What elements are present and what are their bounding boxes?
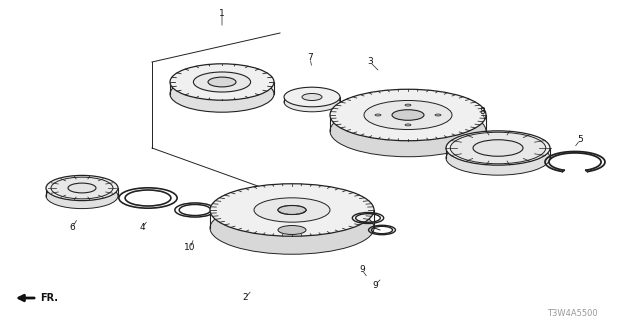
Ellipse shape (278, 226, 306, 235)
Ellipse shape (46, 183, 118, 209)
Text: 3: 3 (367, 58, 373, 67)
Ellipse shape (330, 105, 486, 157)
Text: 7: 7 (307, 53, 313, 62)
Text: 5: 5 (577, 135, 583, 145)
Ellipse shape (446, 141, 550, 175)
Text: 9: 9 (372, 281, 378, 290)
Ellipse shape (302, 93, 322, 100)
Ellipse shape (210, 202, 374, 254)
Ellipse shape (254, 198, 330, 222)
Ellipse shape (284, 92, 340, 112)
Ellipse shape (435, 114, 441, 116)
Ellipse shape (170, 64, 274, 100)
Text: 1: 1 (219, 9, 225, 18)
Text: 10: 10 (184, 244, 196, 252)
Ellipse shape (330, 89, 486, 141)
Ellipse shape (451, 132, 546, 164)
Text: 6: 6 (69, 223, 75, 233)
Ellipse shape (46, 175, 118, 201)
Text: 2: 2 (242, 293, 248, 302)
Ellipse shape (68, 183, 96, 193)
Ellipse shape (193, 72, 251, 92)
Text: 8: 8 (479, 108, 485, 116)
Ellipse shape (405, 124, 411, 126)
Ellipse shape (278, 205, 306, 214)
Ellipse shape (446, 131, 550, 165)
Text: 9: 9 (359, 266, 365, 275)
Ellipse shape (375, 114, 381, 116)
Ellipse shape (392, 110, 424, 120)
Ellipse shape (170, 76, 274, 112)
Ellipse shape (473, 140, 523, 156)
Ellipse shape (284, 87, 340, 107)
Text: T3W4A5500: T3W4A5500 (547, 308, 597, 317)
Ellipse shape (405, 104, 411, 106)
Ellipse shape (364, 100, 452, 130)
Ellipse shape (278, 205, 306, 214)
Ellipse shape (51, 177, 113, 199)
Ellipse shape (210, 184, 374, 236)
Text: 4: 4 (139, 223, 145, 233)
Ellipse shape (208, 77, 236, 87)
Text: FR.: FR. (40, 293, 58, 303)
